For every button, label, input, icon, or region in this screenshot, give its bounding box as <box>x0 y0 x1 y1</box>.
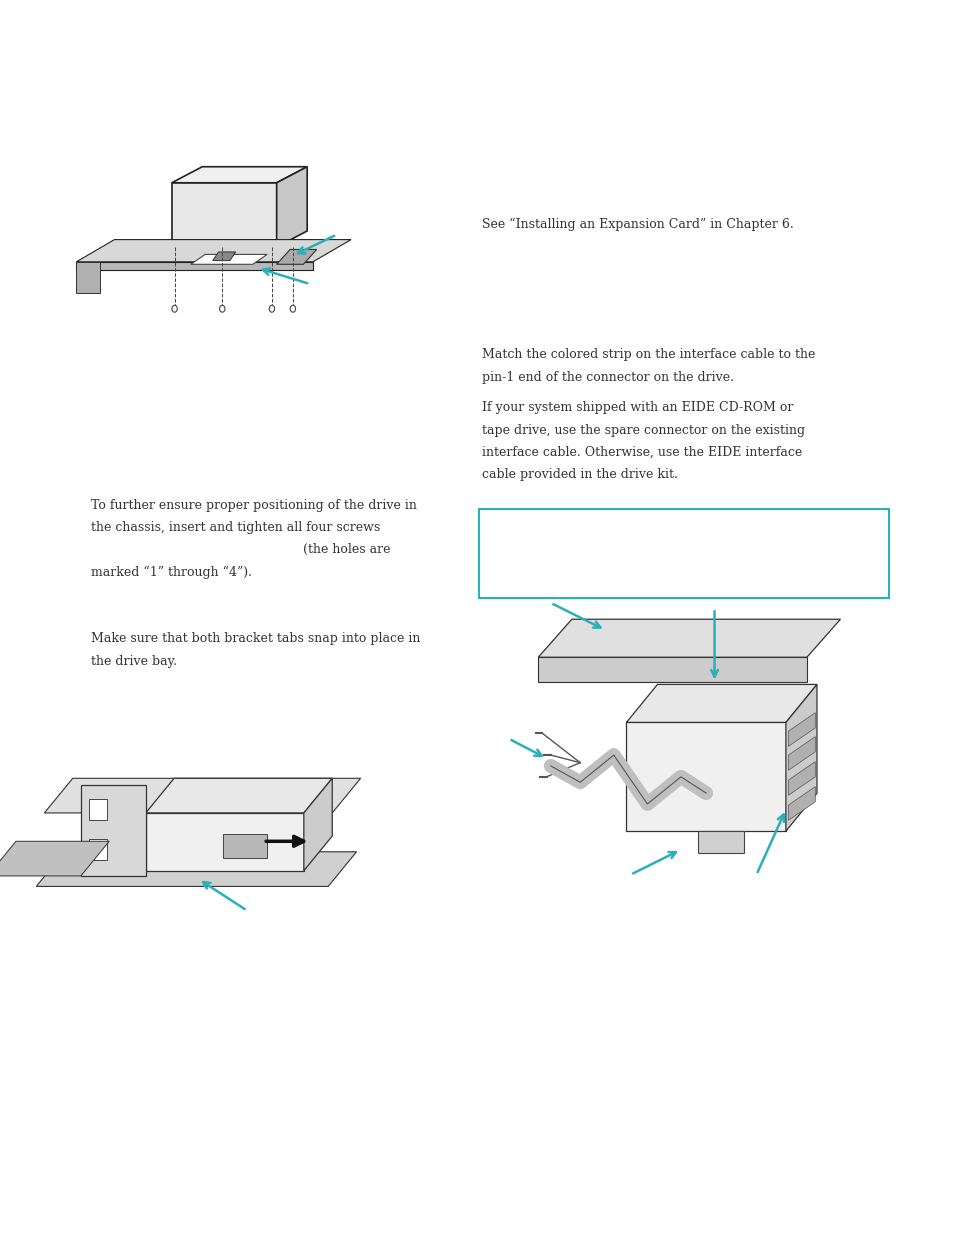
Polygon shape <box>787 787 815 820</box>
Polygon shape <box>276 249 316 264</box>
Polygon shape <box>537 619 840 657</box>
Polygon shape <box>537 657 806 682</box>
Polygon shape <box>191 254 267 264</box>
Polygon shape <box>787 736 815 771</box>
FancyBboxPatch shape <box>478 509 888 598</box>
Polygon shape <box>172 183 276 247</box>
Polygon shape <box>146 778 332 813</box>
Polygon shape <box>81 784 146 876</box>
Polygon shape <box>787 762 815 795</box>
Polygon shape <box>303 778 332 871</box>
Polygon shape <box>76 262 100 293</box>
Text: the drive bay.: the drive bay. <box>91 655 176 668</box>
Text: Make sure that both bracket tabs snap into place in: Make sure that both bracket tabs snap in… <box>91 632 419 646</box>
Bar <box>89 799 107 820</box>
Polygon shape <box>0 841 109 876</box>
Polygon shape <box>785 684 816 831</box>
Polygon shape <box>276 167 307 247</box>
Circle shape <box>219 305 225 312</box>
Polygon shape <box>146 813 303 871</box>
Text: If your system shipped with an EIDE CD-ROM or: If your system shipped with an EIDE CD-R… <box>481 401 792 415</box>
Text: See “Installing an Expansion Card” in Chapter 6.: See “Installing an Expansion Card” in Ch… <box>481 217 793 231</box>
Circle shape <box>269 305 274 312</box>
Polygon shape <box>76 240 351 262</box>
Polygon shape <box>36 852 356 887</box>
Circle shape <box>172 305 177 312</box>
Polygon shape <box>626 722 785 831</box>
Text: cable provided in the drive kit.: cable provided in the drive kit. <box>481 468 677 482</box>
Text: (the holes are: (the holes are <box>91 543 390 557</box>
Polygon shape <box>213 252 235 261</box>
Polygon shape <box>76 262 313 270</box>
Polygon shape <box>626 684 816 722</box>
Circle shape <box>290 305 295 312</box>
Text: the chassis, insert and tighten all four screws: the chassis, insert and tighten all four… <box>91 521 379 535</box>
Text: marked “1” through “4”).: marked “1” through “4”). <box>91 566 252 579</box>
Polygon shape <box>697 831 743 853</box>
Text: pin-1 end of the connector on the drive.: pin-1 end of the connector on the drive. <box>481 370 733 384</box>
Bar <box>89 840 107 860</box>
Polygon shape <box>172 167 307 183</box>
Text: To further ensure proper positioning of the drive in: To further ensure proper positioning of … <box>91 499 416 513</box>
Polygon shape <box>222 834 267 858</box>
Text: tape drive, use the spare connector on the existing: tape drive, use the spare connector on t… <box>481 424 804 437</box>
Polygon shape <box>787 713 815 746</box>
Text: interface cable. Otherwise, use the EIDE interface: interface cable. Otherwise, use the EIDE… <box>481 446 801 459</box>
Text: Match the colored strip on the interface cable to the: Match the colored strip on the interface… <box>481 348 814 362</box>
Polygon shape <box>44 778 360 813</box>
